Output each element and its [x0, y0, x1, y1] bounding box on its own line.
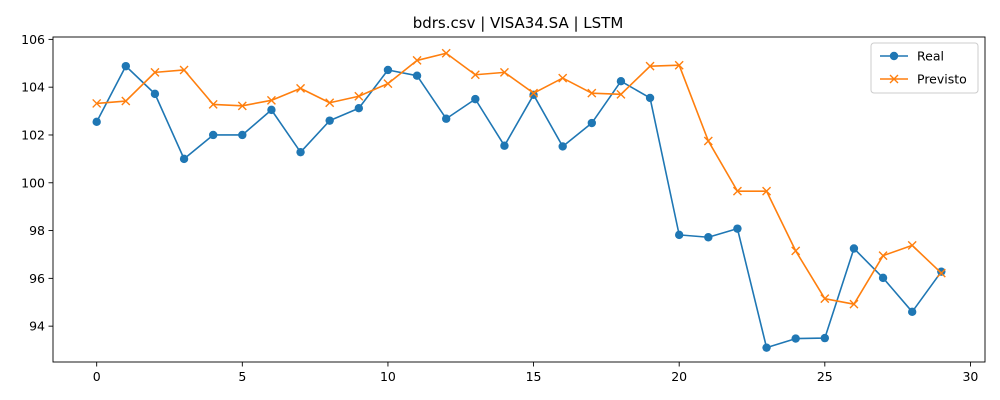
chart-title: bdrs.csv | VISA34.SA | LSTM — [413, 14, 624, 32]
x-tick-label: 5 — [238, 369, 246, 384]
data-point-previsto — [179, 65, 189, 75]
data-point-previsto — [791, 246, 801, 256]
data-point-real — [616, 77, 626, 86]
x-tick-label: 25 — [817, 369, 833, 384]
data-point-real — [587, 118, 597, 128]
data-point-real — [907, 307, 917, 317]
x-tick-label: 0 — [93, 369, 101, 384]
data-point-real — [500, 141, 509, 150]
data-point-real — [791, 334, 800, 343]
x-tick-label: 20 — [671, 369, 687, 384]
data-point-previsto — [412, 55, 422, 65]
data-point-previsto — [645, 61, 655, 71]
data-point-previsto — [703, 136, 713, 146]
data-point-real — [558, 142, 567, 151]
data-point-previsto — [92, 98, 102, 108]
legend-label-real: Real — [917, 49, 944, 64]
data-point-real — [704, 233, 713, 242]
data-point-previsto — [616, 89, 626, 99]
y-axis: 94 96 98 100 102 104 106 — [21, 32, 53, 334]
data-point-real — [179, 154, 189, 164]
legend-label-previsto: Previsto — [917, 72, 967, 87]
data-point-previsto — [208, 99, 218, 109]
data-point-previsto — [150, 67, 160, 77]
data-point-previsto — [674, 60, 684, 70]
plot-frame — [52, 36, 986, 363]
data-point-real — [733, 224, 742, 233]
series-line-real — [95, 65, 942, 349]
data-point-previsto — [878, 251, 888, 261]
y-tick-label: 94 — [29, 319, 45, 334]
data-point-previsto — [762, 186, 772, 196]
legend-marker-previsto — [889, 74, 899, 84]
x-tick-label: 15 — [526, 369, 542, 384]
data-point-previsto — [907, 240, 917, 250]
data-point-real — [354, 104, 364, 113]
data-point-previsto — [325, 98, 335, 108]
x-axis: 0 5 10 15 20 25 30 — [93, 362, 978, 384]
data-point-previsto — [820, 294, 830, 304]
data-point-real — [208, 130, 218, 140]
x-tick-label: 30 — [962, 369, 978, 384]
data-point-previsto — [121, 96, 131, 106]
data-point-previsto — [266, 95, 276, 105]
data-point-real — [121, 61, 131, 71]
data-point-previsto — [558, 73, 568, 83]
data-point-real — [92, 117, 101, 127]
legend: Real Previsto — [870, 42, 979, 94]
data-point-real — [412, 71, 422, 80]
data-point-previsto — [587, 88, 597, 98]
series-line-previsto — [96, 52, 942, 305]
data-point-real — [878, 273, 888, 283]
data-point-previsto — [296, 83, 306, 93]
data-point-previsto — [383, 79, 393, 89]
data-point-previsto — [849, 299, 859, 309]
y-tick-label: 100 — [21, 175, 45, 190]
data-point-real — [441, 114, 451, 123]
y-tick-label: 96 — [29, 271, 45, 286]
series-layer — [92, 48, 946, 352]
data-point-previsto — [354, 91, 364, 101]
data-point-real — [645, 93, 655, 103]
data-point-previsto — [237, 101, 247, 111]
data-point-previsto — [529, 88, 539, 98]
data-point-previsto — [470, 70, 480, 80]
data-point-real — [150, 89, 160, 99]
data-point-real — [383, 65, 393, 75]
data-point-real — [296, 147, 305, 157]
plot-area — [52, 36, 986, 363]
data-point-previsto — [441, 48, 451, 58]
y-tick-label: 98 — [29, 223, 45, 238]
y-tick-label: 106 — [21, 32, 45, 47]
data-point-real — [471, 94, 480, 104]
legend-marker-real — [889, 51, 899, 61]
data-point-real — [762, 343, 771, 352]
x-tick-label: 10 — [380, 369, 396, 384]
data-point-real — [674, 230, 684, 240]
y-tick-label: 104 — [21, 80, 45, 95]
y-tick-label: 102 — [21, 127, 45, 142]
data-point-real — [238, 130, 247, 140]
data-point-real — [820, 333, 830, 343]
data-point-real — [937, 267, 946, 276]
data-point-real — [325, 116, 334, 125]
data-point-previsto — [732, 186, 742, 196]
data-point-previsto — [936, 268, 946, 278]
data-point-real — [267, 105, 276, 115]
data-point-real — [849, 244, 859, 253]
data-point-previsto — [499, 67, 509, 77]
